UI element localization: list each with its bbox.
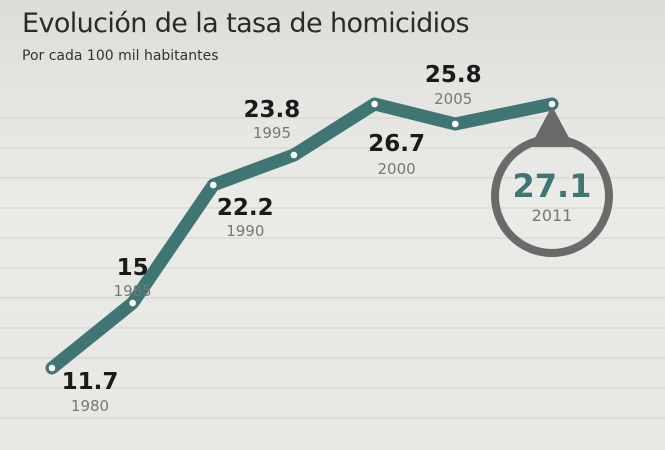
chart-title: Evolución de la tasa de homicidios <box>22 8 470 39</box>
data-point-2011 <box>547 99 557 109</box>
year-label-2011: 2011 <box>532 206 573 225</box>
data-point-1990 <box>208 180 218 190</box>
chart-subtitle: Por cada 100 mil habitantes <box>22 48 219 64</box>
data-point-1985 <box>128 298 137 308</box>
highlight-ring <box>491 135 613 257</box>
value-label-1980: 11.7 <box>62 369 119 395</box>
grid-lines <box>0 117 665 419</box>
value-label-1990: 22.2 <box>217 195 274 221</box>
data-points <box>47 99 557 373</box>
value-label-1985: 15 <box>117 255 149 281</box>
year-label-2000: 2000 <box>377 160 415 178</box>
year-label-1985: 1985 <box>114 282 152 300</box>
year-label-1995: 1995 <box>253 124 291 142</box>
year-label-1990: 1990 <box>226 222 264 240</box>
highlight-callout <box>491 106 613 257</box>
value-label-2000: 26.7 <box>368 131 425 157</box>
value-label-2011: 27.1 <box>513 167 592 205</box>
value-label-1995: 23.8 <box>244 97 301 123</box>
year-label-2005: 2005 <box>434 90 472 108</box>
data-point-2005 <box>450 119 460 129</box>
value-label-2005: 25.8 <box>425 62 482 88</box>
year-label-1980: 1980 <box>71 397 109 415</box>
data-point-1995 <box>289 150 299 160</box>
data-point-1980 <box>47 363 57 373</box>
data-point-2000 <box>370 99 379 109</box>
